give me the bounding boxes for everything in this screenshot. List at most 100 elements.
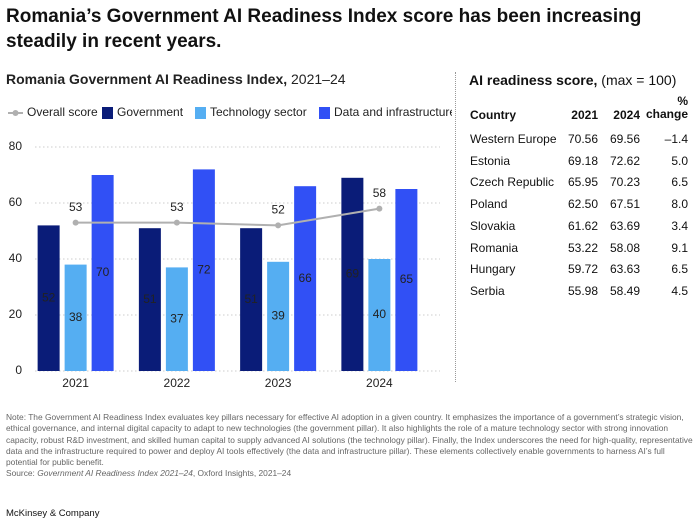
bar-value-label: 70 (96, 265, 110, 279)
bar-value-label: 52 (42, 290, 56, 304)
bar (192, 169, 215, 371)
table-header: 2021 (571, 108, 598, 122)
table-cell: Czech Republic (470, 175, 555, 190)
bar-value-label: 38 (69, 310, 83, 324)
table-cell: 3.4 (671, 218, 688, 233)
bar-value-label: 51 (244, 292, 258, 306)
bar (341, 177, 364, 371)
table-cell: 55.98 (567, 283, 598, 298)
note: Note: The Government AI Readiness Index … (6, 412, 694, 480)
line-value-label: 52 (271, 203, 285, 217)
y-tick-label: 40 (9, 251, 23, 265)
footer: McKinsey & Company (6, 508, 100, 519)
bar (240, 228, 263, 371)
chart-subtitle: 2021–24 (291, 71, 346, 87)
table-cell: 63.63 (609, 262, 640, 277)
bar-value-label: 37 (170, 311, 184, 325)
table-header: % change (645, 94, 688, 121)
chart-title: Romania Government AI Readiness Index, (6, 71, 287, 87)
x-tick-label: 2021 (62, 376, 89, 390)
table: Country 2021 2024 % change Western Europe 70.… (470, 94, 688, 298)
legend-label: Technology sector (210, 105, 307, 119)
table-cell: Slovakia (470, 218, 516, 233)
table-header: Country (470, 108, 516, 122)
table-cell: 9.1 (671, 240, 688, 255)
y-tick-label: 60 (9, 195, 23, 209)
legend-label: Government (117, 105, 184, 119)
table-cell: 6.5 (671, 175, 688, 190)
bar-value-label: 39 (271, 309, 285, 323)
table-title-group: AI readiness score, (max = 100) (469, 72, 676, 88)
table-cell: 4.5 (671, 283, 688, 298)
chart-title-group: Romania Government AI Readiness Index, 2… (6, 71, 346, 87)
table-cell: 58.49 (609, 283, 640, 298)
bar (294, 186, 317, 371)
divider (455, 72, 456, 382)
bar (395, 189, 418, 371)
table-cell: 62.50 (567, 197, 598, 212)
table-cell: Western Europe (470, 132, 557, 146)
bar (368, 259, 391, 371)
legend-label: Data and infrastructure (334, 105, 452, 119)
bar-value-label: 69 (346, 267, 360, 281)
table-cell: Serbia (470, 283, 505, 298)
line (75, 207, 380, 227)
table-cell: 67.51 (609, 197, 640, 212)
bar (267, 261, 290, 371)
bar (91, 175, 114, 371)
table-cell: 65.95 (567, 175, 598, 190)
x-tick-label: 2023 (265, 376, 292, 390)
bar-value-label: 51 (143, 292, 157, 306)
table-header: 2024 (613, 108, 640, 122)
bar (165, 267, 188, 371)
table-cell: Hungary (470, 262, 516, 277)
table-cell: –1.4 (664, 132, 688, 146)
legend-swatch (102, 107, 113, 119)
line-point (275, 222, 282, 229)
note-text: Note: The Government AI Readiness Index … (6, 412, 693, 468)
table-cell: 70.56 (567, 132, 598, 146)
table-cell: Poland (470, 197, 508, 212)
x-tick-label: 2022 (164, 376, 191, 390)
y-tick-label: 20 (9, 307, 23, 321)
legend-swatch (195, 107, 206, 119)
legend-dot (12, 110, 19, 116)
line-point (173, 219, 180, 226)
table-title: AI readiness score, (469, 72, 598, 88)
table-cell: 59.72 (567, 262, 598, 277)
table-cell: 61.62 (567, 218, 598, 233)
x-tick-label: 2024 (366, 376, 393, 390)
table-subtitle: (max = 100) (601, 72, 677, 88)
legend-label: Overall score (27, 105, 98, 119)
table-cell: 8.0 (671, 197, 688, 212)
bar (138, 228, 161, 371)
table-cell: 53.22 (567, 240, 598, 255)
table-cell: 63.69 (609, 218, 640, 233)
source-label: Source: (6, 468, 35, 479)
bar-value-label: 65 (400, 272, 414, 286)
table-cell: 69.56 (609, 132, 640, 146)
line-value-label: 53 (69, 200, 83, 214)
table-cell: 70.23 (609, 175, 640, 190)
line-value-label: 58 (373, 186, 387, 200)
bar-value-label: 72 (197, 262, 211, 276)
bar (37, 225, 60, 371)
table-cell: Estonia (470, 153, 511, 168)
table-cell: 5.0 (671, 153, 688, 168)
y-tick-label: 0 (15, 363, 22, 377)
table-cell: 69.18 (567, 153, 598, 168)
headline: Romania’s Government AI Readiness Index … (6, 6, 642, 52)
legend-swatch (319, 107, 330, 119)
y-tick-label: 80 (9, 139, 23, 153)
table-cell: 72.62 (609, 153, 640, 168)
bar-value-label: 40 (373, 307, 387, 321)
chart: Romania Government AI Readiness Index, 2… (6, 71, 452, 390)
line-point (72, 219, 79, 226)
source-title: Government AI Readiness Index 2021–24 (37, 468, 193, 479)
line-value-label: 53 (170, 200, 184, 214)
table-cell: Romania (470, 240, 519, 255)
bar (64, 264, 87, 371)
source-rest: , Oxford Insights, 2021–24 (192, 468, 292, 479)
line-point (376, 205, 383, 212)
